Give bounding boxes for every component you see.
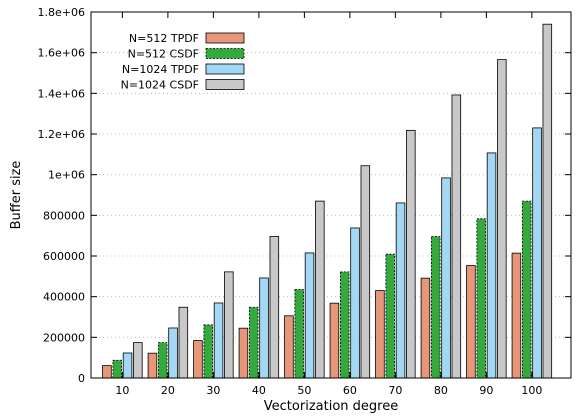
bar xyxy=(168,327,178,379)
legend-label: N=512 TPDF xyxy=(129,32,199,45)
x-tick-label: 10 xyxy=(115,384,129,397)
bar xyxy=(441,177,451,379)
bar xyxy=(238,327,249,379)
legend-swatch xyxy=(205,48,245,59)
x-tick-label: 90 xyxy=(479,384,493,397)
bar xyxy=(385,253,395,379)
bar xyxy=(213,302,224,379)
bar xyxy=(395,202,406,379)
y-tick-label: 200000 xyxy=(43,331,85,344)
y-axis-label: Buffer size xyxy=(9,161,24,230)
bar xyxy=(542,23,553,379)
y-tick-label: 0 xyxy=(78,372,85,385)
x-tick-label: 70 xyxy=(388,384,402,397)
bars xyxy=(102,23,553,379)
bar xyxy=(259,277,269,379)
bar xyxy=(360,165,371,379)
y-tick-label: 1.2e+06 xyxy=(38,128,85,141)
bar xyxy=(193,340,203,379)
legend: N=512 TPDF N=512 CSDF N=1024 TPDF N=1024 CS… xyxy=(121,32,245,92)
y-tick-label: 1.4e+06 xyxy=(38,87,85,100)
y-tick-label: 600000 xyxy=(43,250,85,263)
bar xyxy=(122,352,133,379)
y-tick-label: 1e+06 xyxy=(48,169,85,182)
x-tick-label: 60 xyxy=(343,384,357,397)
bar xyxy=(466,265,476,379)
legend-swatch xyxy=(205,32,245,44)
bar xyxy=(476,218,486,379)
bar xyxy=(420,277,431,379)
legend-label: N=512 CSDF xyxy=(128,48,199,61)
bar xyxy=(532,127,542,379)
bar xyxy=(112,359,122,379)
bar xyxy=(102,365,112,379)
x-tick-label: 20 xyxy=(161,384,175,397)
bar xyxy=(248,306,259,379)
x-axis-label: Vectorization degree xyxy=(264,399,398,414)
y-tick-label: 800000 xyxy=(43,209,85,222)
plot-frame xyxy=(90,11,572,379)
bar xyxy=(284,315,294,379)
bar xyxy=(375,290,385,379)
bar xyxy=(329,302,340,379)
bar xyxy=(430,236,441,379)
bar xyxy=(497,59,507,379)
bar xyxy=(224,271,234,379)
x-tick-label: 80 xyxy=(434,384,448,397)
grid-lines xyxy=(91,52,571,338)
bar xyxy=(269,236,280,379)
bar xyxy=(339,271,350,379)
bar xyxy=(304,252,315,379)
y-tick-label: 1.8e+06 xyxy=(38,6,85,19)
legend-label: N=1024 TPDF xyxy=(122,63,199,76)
legend-swatch xyxy=(205,79,245,90)
bar xyxy=(294,289,304,379)
y-tick-label: 1.6e+06 xyxy=(38,47,85,60)
x-tick-label: 100 xyxy=(521,384,542,397)
x-tick-label: 30 xyxy=(206,384,220,397)
axis-ticks: 0 200000 400000 600000 800000 1e+06 1.2e+06 1.4… xyxy=(38,6,571,397)
bar xyxy=(350,227,360,379)
bar xyxy=(203,324,213,379)
bar xyxy=(315,200,325,379)
bar xyxy=(521,200,532,379)
legend-swatch xyxy=(205,63,245,75)
bar xyxy=(133,342,143,379)
x-tick-label: 50 xyxy=(297,384,311,397)
bar xyxy=(511,252,522,379)
x-tick-label: 40 xyxy=(252,384,266,397)
y-tick-label: 400000 xyxy=(43,291,85,304)
legend-label: N=1024 CSDF xyxy=(121,79,199,92)
bar xyxy=(147,352,158,379)
bar xyxy=(406,129,416,379)
bar xyxy=(486,152,497,379)
bar xyxy=(178,306,189,379)
bar xyxy=(451,94,462,379)
bar xyxy=(157,342,168,379)
